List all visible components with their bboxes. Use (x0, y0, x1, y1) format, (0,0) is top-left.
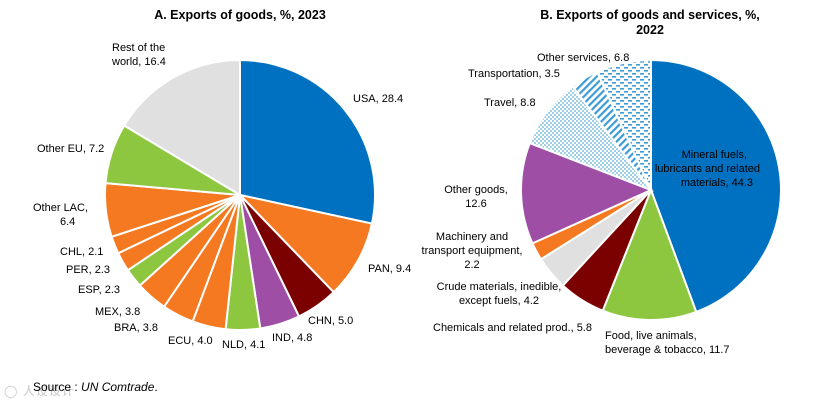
label-mineral-line2: lubricants and related (655, 163, 760, 175)
pie-a-slice-pan (236, 193, 374, 294)
label-other-goods-line2: 12.6 (465, 198, 486, 210)
label-ecu: ECU, 4.0 (168, 335, 213, 347)
label-mach-line2: transport equipment, (422, 245, 523, 257)
source-suffix: . (154, 380, 158, 394)
watermark: ◯ 人设设计 (4, 384, 75, 398)
pie-a (104, 58, 376, 331)
pie-b (520, 58, 782, 321)
label-other-goods-line1: Other goods, (444, 184, 508, 196)
label-mineral-line3: materials, 44.3 (681, 177, 753, 189)
label-other-lac-line2: 6.4 (60, 216, 75, 228)
label-nld: NLD, 4.1 (222, 339, 265, 351)
label-bra: BRA, 3.8 (114, 322, 158, 334)
label-transport: Transportation, 3.5 (468, 68, 560, 80)
chart-b-title-line1: B. Exports of goods and services, %, (540, 8, 760, 22)
label-chl: CHL, 2.1 (60, 246, 103, 258)
label-ind: IND, 4.8 (272, 332, 312, 344)
label-mineral-line1: Mineral fuels, (682, 149, 747, 161)
label-crude-line2: except fuels, 4.2 (459, 295, 539, 307)
pie-a-slice-usa (239, 58, 376, 225)
label-row-line1: Rest of the (112, 42, 165, 54)
label-esp: ESP, 2.3 (78, 284, 120, 296)
source-name: UN Comtrade (81, 380, 155, 394)
label-other-lac-line1: Other LAC, (33, 202, 88, 214)
pie-b-slice-other-goods (520, 141, 654, 245)
label-usa: USA, 28.4 (353, 93, 403, 105)
source-note: Source : UN Comtrade. (33, 380, 158, 394)
pie-b-slice-other-services (595, 58, 652, 191)
label-pan: PAN, 9.4 (368, 263, 411, 275)
label-mach-line1: Machinery and (436, 231, 508, 243)
source-prefix: Source : (33, 380, 82, 394)
label-travel: Travel, 8.8 (484, 97, 536, 109)
pie-b-slice-mineral-fuels-lubricants-and-related-materials (650, 58, 782, 314)
pie-a-slice-rest-of-the-world (122, 58, 241, 197)
label-other-eu: Other EU, 7.2 (37, 143, 104, 155)
pie-b-slice-food-live-animals-beverage-tobacco (601, 187, 698, 321)
label-chn: CHN, 5.0 (308, 315, 353, 327)
label-mach-line3: 2.2 (464, 259, 479, 271)
label-food-line1: Food, live animals, (605, 330, 697, 342)
label-per: PER, 2.3 (66, 264, 110, 276)
label-row-line2: world, 16.4 (111, 56, 166, 68)
chart-a-title: A. Exports of goods, %, 2023 (154, 8, 326, 22)
label-crude-line1: Crude materials, inedible, (437, 281, 562, 293)
label-mex: MEX, 3.8 (95, 306, 140, 318)
label-chem: Chemicals and related prod., 5.8 (433, 322, 592, 334)
chart-b-title-line2: 2022 (636, 23, 664, 37)
label-other-services: Other services, 6.8 (537, 52, 629, 64)
label-food-line2: beverage & tobacco, 11.7 (605, 344, 730, 356)
